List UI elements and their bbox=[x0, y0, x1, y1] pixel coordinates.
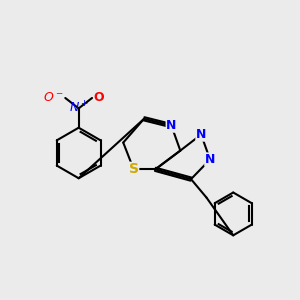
Text: $O^-$: $O^-$ bbox=[43, 92, 64, 104]
Text: S: S bbox=[129, 162, 139, 176]
Text: N: N bbox=[166, 119, 177, 132]
Text: $N^+$: $N^+$ bbox=[68, 101, 89, 116]
Text: N: N bbox=[205, 153, 215, 166]
Text: N: N bbox=[196, 128, 206, 141]
Text: O: O bbox=[94, 92, 104, 104]
